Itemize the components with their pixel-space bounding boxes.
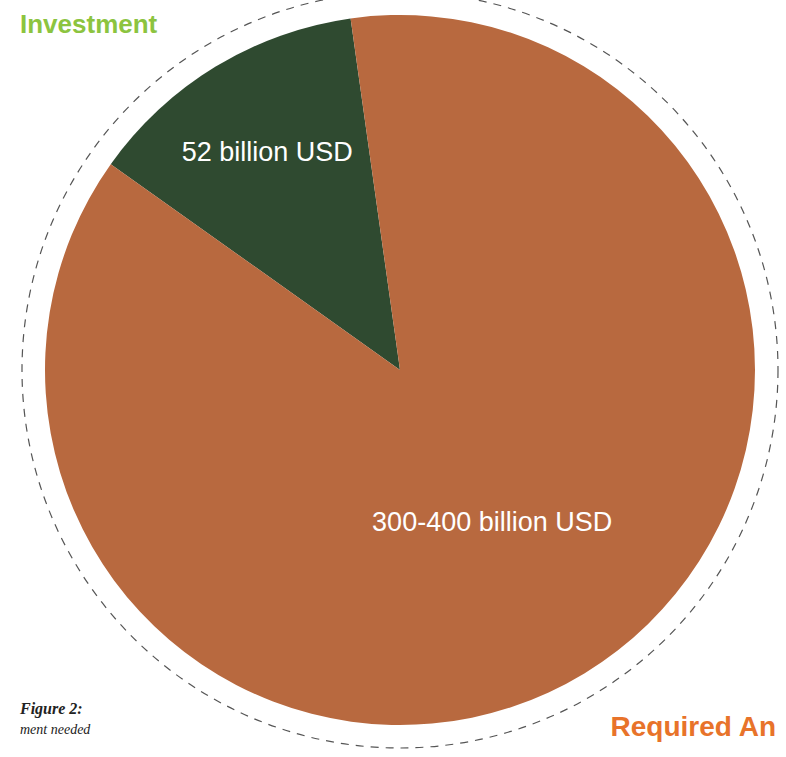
html-text:Required An: Required An	[610, 711, 776, 742]
svg-text:52 billion USD: 52 billion USD	[182, 137, 353, 167]
html-text:Investment: Investment	[20, 9, 158, 39]
html-text:ment needed: ment needed	[20, 722, 91, 737]
svg-text:300-400 billion USD: 300-400 billion USD	[372, 507, 612, 537]
html-text:Figure 2:: Figure 2:	[20, 700, 83, 717]
